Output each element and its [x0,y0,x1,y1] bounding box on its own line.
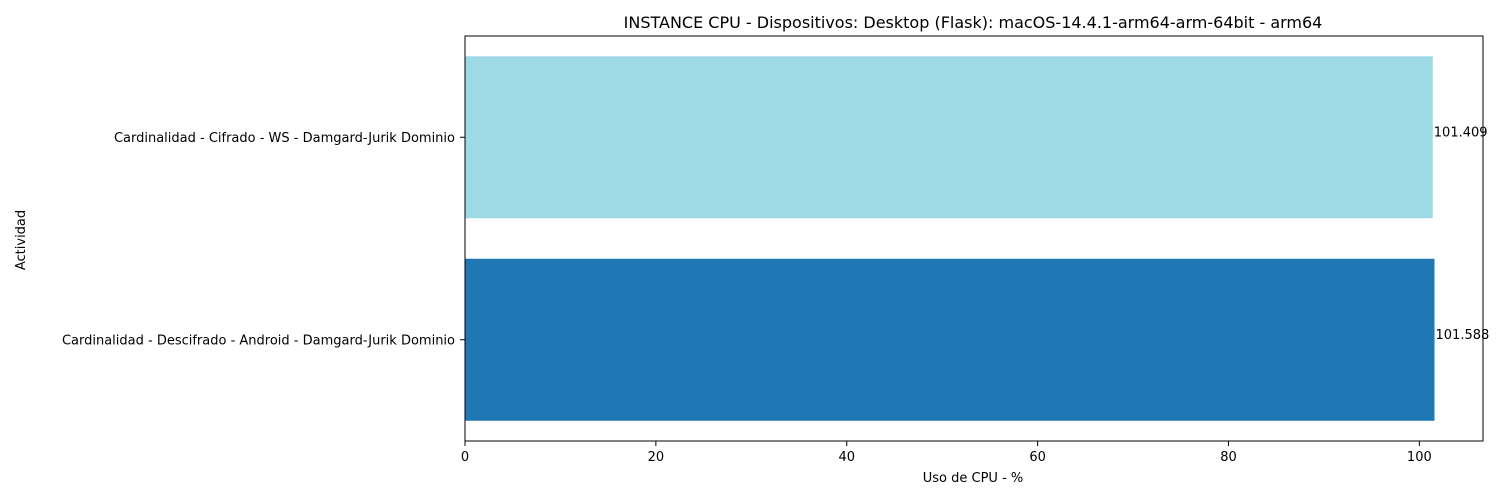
y-tick-label-1: Cardinalidad - Cifrado - WS - Damgard-Ju… [114,131,455,146]
x-tick-label-20: 20 [648,450,665,465]
plot-frame [464,35,1484,442]
y-axis-label: Actividad [14,210,29,270]
x-tick-label-60: 60 [1029,450,1046,465]
axes-group: Cardinalidad - Cifrado - WS - Damgard-Ju… [62,35,1484,465]
x-tick-label-0: 0 [461,450,469,465]
x-tick-label-80: 80 [1220,450,1237,465]
x-axis-label: Uso de CPU - % [923,471,1024,486]
bar-1 [465,56,1433,219]
bar-value-label-1: 101.409 [1434,125,1488,140]
bar-2 [465,258,1435,421]
x-tick-label-100: 100 [1407,450,1432,465]
bars-group: 101.409 101.588 [465,56,1489,421]
chart-title: INSTANCE CPU - Dispositivos: Desktop (Fl… [624,13,1323,32]
x-tick-label-40: 40 [838,450,855,465]
bar-value-label-2: 101.588 [1436,328,1490,343]
y-tick-label-2: Cardinalidad - Descifrado - Android - Da… [62,333,455,348]
